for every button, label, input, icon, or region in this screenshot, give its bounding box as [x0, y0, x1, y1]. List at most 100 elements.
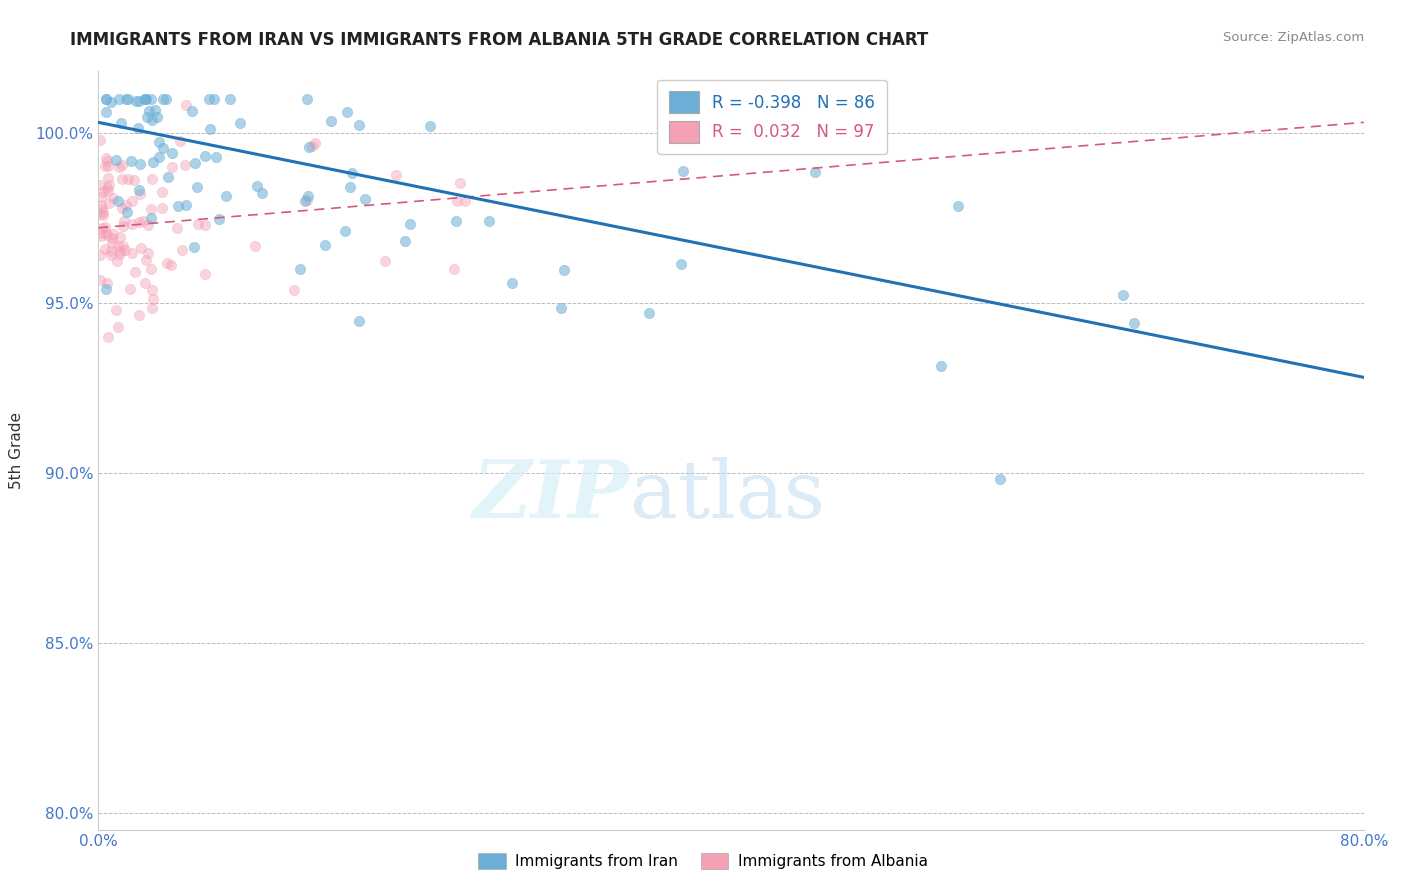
Point [194, 219, 217, 233]
Point [449, 176, 471, 190]
Point [141, 202, 163, 216]
Point [111, 158, 134, 172]
Point [198, 91, 221, 105]
Point [114, 91, 136, 105]
Point [129, 241, 152, 255]
Point [215, 188, 238, 202]
Point [89, 207, 111, 221]
Point [134, 91, 156, 105]
Point [134, 277, 156, 291]
Point [297, 188, 319, 202]
Point [170, 243, 193, 257]
Point [709, 91, 731, 105]
Point [219, 91, 242, 105]
Point [141, 301, 163, 315]
Point [703, 139, 725, 153]
Point [295, 91, 318, 105]
Point [205, 150, 228, 164]
Point [148, 151, 170, 165]
Point [135, 91, 157, 105]
Point [112, 214, 135, 228]
Point [97, 184, 120, 198]
Point [141, 283, 163, 297]
Point [167, 199, 190, 213]
Legend: Immigrants from Iran, Immigrants from Albania: Immigrants from Iran, Immigrants from Al… [472, 847, 934, 875]
Point [96, 104, 118, 119]
Point [121, 217, 143, 231]
Point [94, 219, 117, 234]
Point [104, 303, 127, 318]
Point [128, 94, 150, 108]
Y-axis label: 5th Grade: 5th Grade [10, 412, 24, 489]
Point [138, 245, 160, 260]
Point [194, 149, 217, 163]
Point [229, 116, 252, 130]
Point [183, 240, 205, 254]
Point [347, 118, 370, 132]
Point [336, 104, 359, 119]
Point [97, 171, 120, 186]
Point [139, 261, 162, 276]
Point [173, 158, 195, 172]
Point [101, 227, 124, 242]
Text: Source: ZipAtlas.com: Source: ZipAtlas.com [1223, 31, 1364, 45]
Point [169, 134, 191, 148]
Point [419, 119, 441, 133]
Point [128, 308, 150, 322]
Point [174, 198, 197, 212]
Point [115, 204, 138, 219]
Point [107, 239, 129, 253]
Point [108, 91, 131, 105]
Point [146, 111, 169, 125]
Point [333, 224, 356, 238]
Point [91, 202, 114, 216]
Point [155, 92, 177, 106]
Point [200, 122, 222, 136]
Text: IMMIGRANTS FROM IRAN VS IMMIGRANTS FROM ALBANIA 5TH GRADE CORRELATION CHART: IMMIGRANTS FROM IRAN VS IMMIGRANTS FROM … [70, 31, 928, 49]
Point [152, 141, 174, 155]
Point [89, 178, 111, 192]
Point [929, 359, 952, 374]
Point [294, 194, 316, 209]
Point [94, 159, 117, 173]
Point [804, 165, 827, 179]
Point [125, 94, 148, 108]
Point [117, 172, 139, 186]
Point [321, 113, 343, 128]
Point [101, 191, 124, 205]
Point [160, 258, 183, 272]
Point [156, 256, 179, 270]
Point [150, 185, 173, 199]
Point [384, 168, 406, 182]
Point [111, 201, 134, 215]
Point [141, 171, 163, 186]
Point [107, 194, 129, 208]
Point [186, 180, 208, 194]
Point [96, 282, 118, 296]
Point [91, 221, 114, 235]
Point [96, 228, 118, 243]
Point [121, 246, 143, 260]
Point [89, 248, 111, 262]
Point [100, 244, 122, 259]
Point [89, 133, 111, 147]
Point [108, 247, 131, 261]
Point [295, 193, 318, 207]
Point [90, 226, 112, 240]
Point [354, 192, 377, 206]
Point [98, 196, 121, 211]
Point [96, 91, 118, 105]
Point [101, 230, 124, 244]
Point [174, 98, 197, 112]
Point [946, 198, 969, 212]
Point [183, 156, 205, 170]
Point [162, 146, 184, 161]
Point [104, 153, 127, 168]
Point [97, 329, 120, 343]
Point [112, 219, 135, 234]
Point [453, 194, 475, 208]
Point [399, 217, 422, 231]
Point [128, 184, 150, 198]
Point [638, 306, 661, 320]
Point [132, 214, 155, 228]
